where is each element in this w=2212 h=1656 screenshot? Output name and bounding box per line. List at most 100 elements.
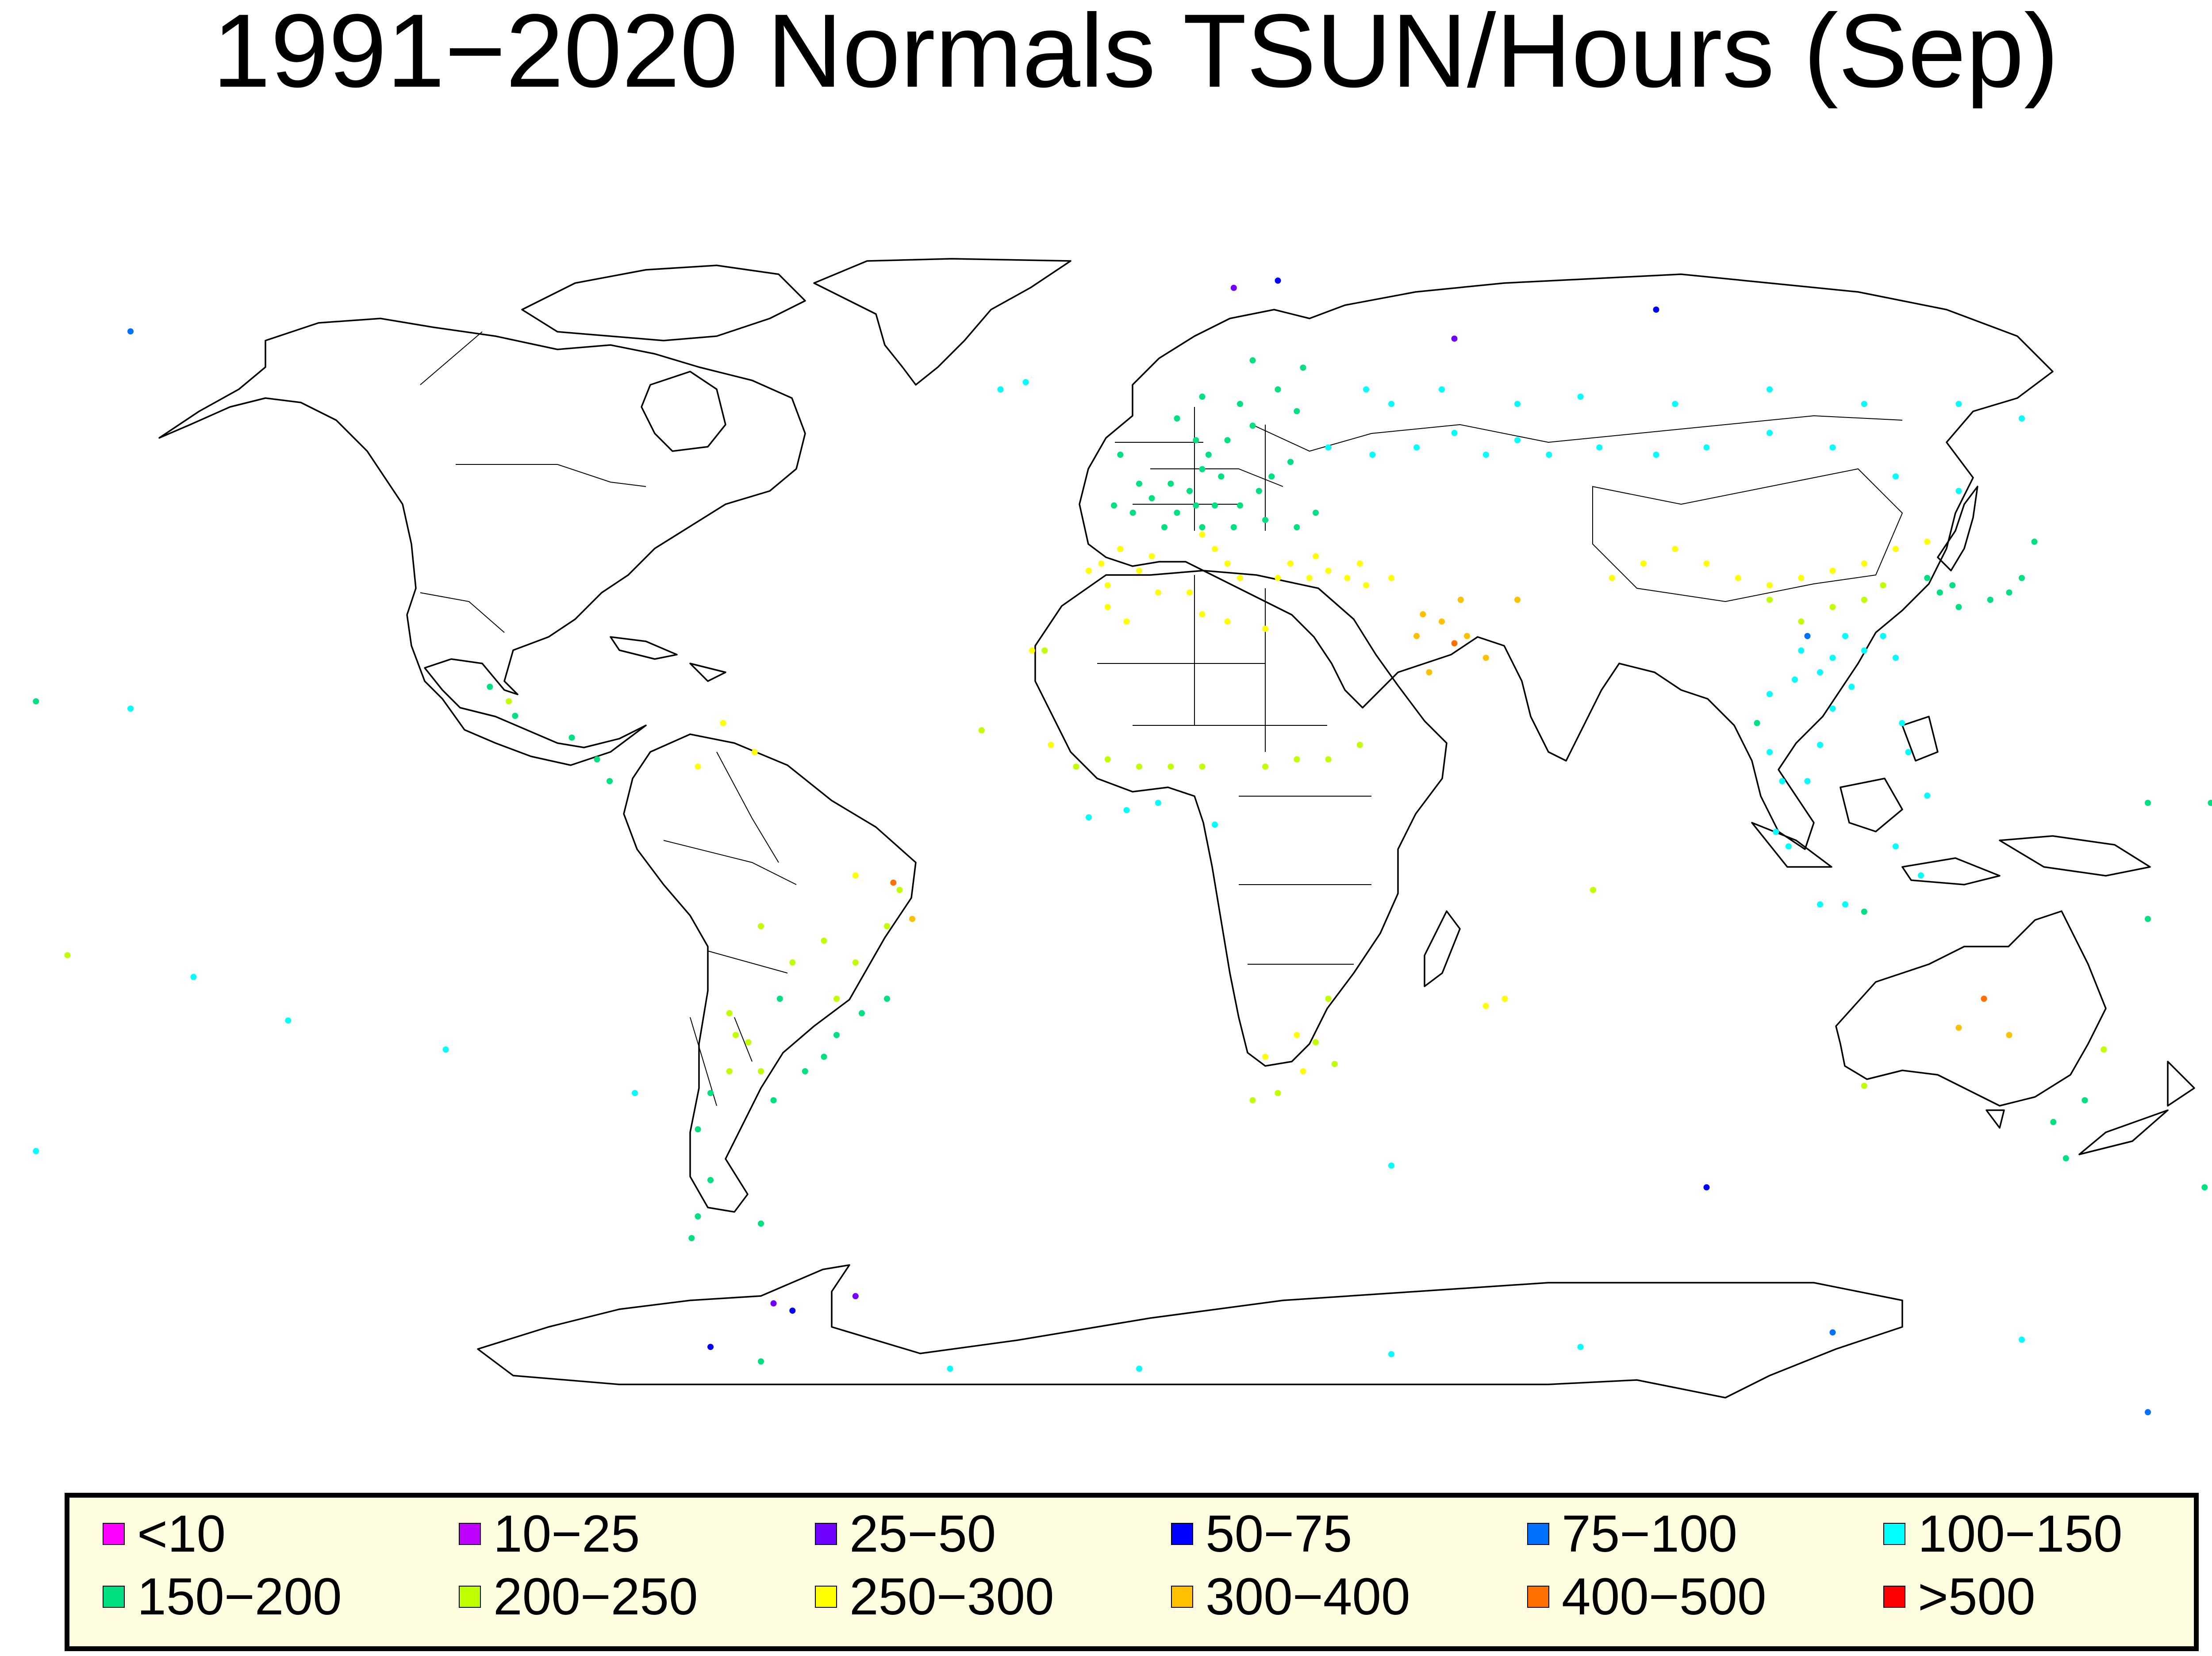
station-marker	[789, 1307, 796, 1314]
station-marker	[1287, 560, 1294, 567]
station-marker	[1426, 669, 1432, 675]
station-marker	[1306, 575, 1313, 581]
legend-item: 100−150	[1883, 1505, 2123, 1563]
station-marker	[695, 1126, 701, 1133]
legend-label: 50−75	[1206, 1505, 1352, 1563]
station-marker	[594, 756, 600, 763]
legend-label: 25−50	[849, 1505, 996, 1563]
station-marker	[1792, 676, 1798, 683]
station-marker	[1148, 495, 1155, 502]
legend-swatch	[815, 1523, 837, 1545]
station-marker	[1388, 1162, 1394, 1169]
station-marker	[1577, 393, 1584, 400]
japan-outline	[1937, 486, 1978, 571]
africa-outline	[1034, 570, 1448, 1067]
station-marker	[1199, 763, 1206, 770]
station-marker	[1457, 597, 1464, 603]
station-marker	[1136, 763, 1142, 770]
station-marker	[1187, 589, 1193, 596]
legend-item: 25−50	[815, 1505, 996, 1563]
station-marker	[1275, 1090, 1281, 1096]
hudson-bay-outline	[641, 371, 726, 452]
station-marker	[1918, 872, 1924, 879]
station-marker	[707, 1177, 714, 1183]
station-marker	[568, 734, 575, 741]
station-marker	[1048, 742, 1054, 748]
station-marker	[1798, 618, 1805, 625]
station-marker	[1294, 1032, 1300, 1038]
legend-swatch	[459, 1523, 481, 1545]
station-marker	[776, 996, 783, 1002]
legend-label: >500	[1918, 1568, 2035, 1626]
legend-item: 50−75	[1171, 1505, 1352, 1563]
station-marker	[1829, 444, 1836, 451]
station-marker	[512, 713, 518, 719]
station-marker	[2145, 1409, 2151, 1415]
station-marker	[2050, 1119, 2057, 1125]
station-marker	[1848, 683, 1855, 690]
station-marker	[1356, 742, 1363, 748]
indonesia-outline	[1751, 716, 2151, 886]
legend: <10 10−25 25−50 50−75 75−100 100−150 150−200 20…	[65, 1493, 2199, 1651]
station-marker	[1451, 335, 1458, 342]
station-marker	[1767, 691, 1773, 698]
station-marker	[751, 749, 758, 755]
station-marker	[852, 959, 859, 966]
legend-swatch	[103, 1523, 125, 1545]
legend-label: 250−300	[849, 1568, 1054, 1626]
arctic-islands-outline	[521, 264, 806, 341]
station-marker	[1735, 575, 1741, 581]
station-marker	[1294, 408, 1300, 414]
greenland-outline	[813, 258, 1071, 386]
station-marker	[1313, 510, 1319, 516]
station-marker	[1388, 1351, 1394, 1357]
station-marker	[1199, 393, 1206, 400]
legend-label: 100−150	[1918, 1505, 2123, 1563]
borders	[420, 331, 1903, 1106]
station-marker	[1199, 531, 1206, 538]
station-marker	[1817, 742, 1823, 748]
station-marker	[1767, 386, 1773, 393]
station-marker	[1300, 364, 1306, 371]
station-marker	[707, 1344, 714, 1350]
legend-label: 150−200	[137, 1568, 342, 1626]
station-marker	[1275, 575, 1281, 581]
station-marker	[1987, 597, 1993, 603]
station-marker	[1767, 429, 1773, 436]
station-marker	[821, 937, 827, 944]
station-marker	[1224, 560, 1231, 567]
legend-swatch	[1883, 1586, 1905, 1608]
station-marker	[1331, 1061, 1338, 1067]
station-marker	[758, 1220, 764, 1227]
station-marker	[2208, 800, 2212, 806]
africa-borders	[1097, 575, 1371, 965]
station-marker	[632, 1090, 638, 1096]
station-marker	[1785, 843, 1792, 850]
station-marker	[1981, 996, 1987, 1002]
station-marker	[1861, 597, 1867, 603]
alaska-canada-border	[420, 331, 483, 385]
station-marker	[1363, 582, 1369, 589]
station-marker	[1249, 1097, 1256, 1104]
station-marker	[1205, 452, 1212, 458]
station-marker	[1041, 647, 1048, 654]
south-america-borders	[663, 751, 797, 1106]
station-marker	[487, 683, 493, 690]
station-marker	[1313, 1039, 1319, 1046]
station-marker	[1672, 401, 1678, 407]
station-marker	[1413, 444, 1420, 451]
station-marker	[1577, 1344, 1584, 1350]
station-marker	[1212, 821, 1218, 828]
station-marker	[1193, 437, 1199, 444]
station-marker	[1804, 778, 1811, 784]
station-marker	[1086, 814, 1092, 820]
legend-swatch	[1171, 1523, 1193, 1545]
station-marker	[2081, 1097, 2088, 1104]
station-marker	[884, 923, 890, 929]
station-marker	[442, 1046, 449, 1053]
station-marker	[1880, 582, 1886, 589]
south-america-outline	[623, 733, 917, 1213]
station-marker	[770, 1097, 777, 1104]
station-marker	[1369, 452, 1376, 458]
legend-label: 200−250	[493, 1568, 698, 1626]
